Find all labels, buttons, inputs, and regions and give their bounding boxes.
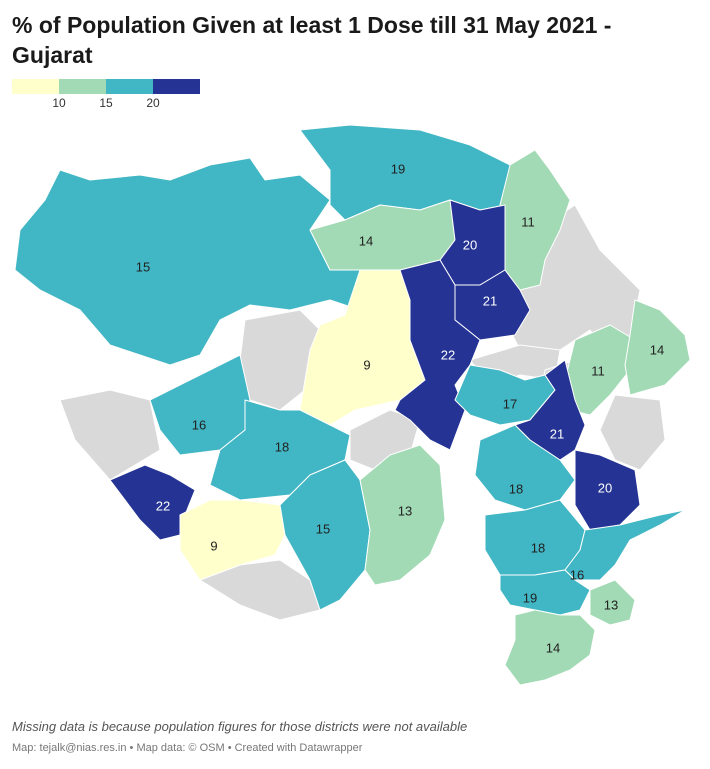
label-bhavnagar: 13: [398, 503, 412, 518]
region-amreli[interactable]: [279, 459, 371, 611]
legend-tick-15: 15: [99, 96, 113, 110]
label-surendranagar: 9: [363, 357, 370, 372]
legend-tick-10: 10: [52, 96, 66, 110]
map-credit: Map: tejalk@nias.res.in • Map data: © OS…: [12, 742, 363, 754]
label-tapi: 16: [570, 567, 584, 582]
label-banaskantha: 19: [391, 161, 405, 176]
label-porbandar: 22: [156, 498, 170, 513]
label-dahod: 14: [650, 342, 664, 357]
legend-bar: [12, 79, 200, 94]
region-dang[interactable]: [589, 579, 636, 626]
legend-swatch: [106, 79, 153, 94]
missing-data-note: Missing data is because population figur…: [12, 719, 468, 734]
label-dang: 13: [604, 597, 618, 612]
label-mehsana: 20: [463, 237, 477, 252]
label-navsari: 19: [523, 590, 537, 605]
label-bharuch: 18: [509, 481, 523, 496]
label-panchmahal: 11: [591, 363, 605, 378]
label-amreli: 15: [316, 521, 330, 536]
gujarat-map: 15 19 14 11 20 21 9 22 11 14 17 21 16 18…: [14, 124, 691, 686]
label-vadodara: 21: [550, 426, 564, 441]
legend-swatch: [12, 79, 59, 94]
color-legend: 10 15 20: [12, 79, 200, 110]
label-ahmedabad: 22: [441, 347, 455, 362]
label-morbi: 16: [192, 417, 206, 432]
label-sabarkantha: 11: [521, 214, 535, 229]
label-anand: 17: [503, 396, 517, 411]
legend-tick-20: 20: [146, 96, 160, 110]
region-banaskantha[interactable]: [299, 124, 526, 221]
legend-swatch: [59, 79, 106, 94]
map-title: % of Population Given at least 1 Dose ti…: [12, 12, 612, 68]
region-patan[interactable]: [309, 199, 456, 271]
district-labels: 15 19 14 11 20 21 9 22 11 14 17 21 16 18…: [136, 161, 664, 655]
label-surat: 18: [531, 540, 545, 555]
region-bhavnagar[interactable]: [359, 444, 446, 586]
region-junagadh[interactable]: [179, 499, 286, 581]
legend-ticks: 10 15 20: [12, 94, 200, 110]
label-valsad: 14: [546, 640, 560, 655]
label-kutch: 15: [136, 259, 150, 274]
region-tapi[interactable]: [564, 509, 686, 581]
region-missing-west-coast[interactable]: [59, 389, 161, 481]
region-dahod[interactable]: [624, 299, 691, 396]
region-valsad[interactable]: [504, 609, 596, 686]
region-navsari[interactable]: [499, 569, 591, 616]
region-bharuch[interactable]: [474, 424, 576, 511]
region-kutch[interactable]: [14, 157, 381, 366]
legend-swatch: [153, 79, 200, 94]
label-gandhinagar: 21: [483, 293, 497, 308]
label-rajkot: 18: [275, 439, 289, 454]
region-missing-chhota-udaipur[interactable]: [599, 394, 666, 471]
label-patan: 14: [359, 233, 373, 248]
district-regions: [14, 124, 691, 686]
label-junagadh: 9: [210, 538, 217, 553]
label-narmada: 20: [598, 480, 612, 495]
